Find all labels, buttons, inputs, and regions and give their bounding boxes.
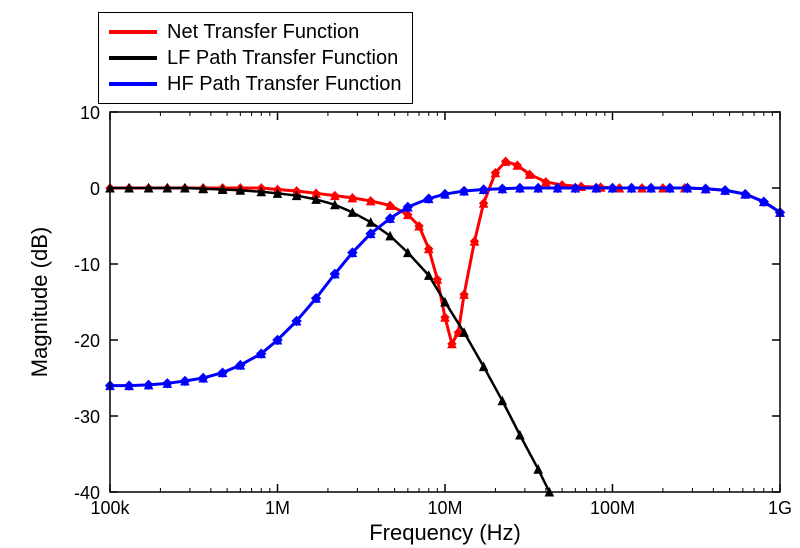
plot-area: [110, 112, 780, 492]
legend-item: HF Path Transfer Function: [109, 71, 402, 97]
tick-label: 100M: [590, 498, 635, 519]
plot-svg: [110, 112, 780, 492]
tick-label: -40: [74, 483, 100, 504]
legend-label: HF Path Transfer Function: [167, 71, 402, 97]
legend-swatch: [109, 30, 157, 34]
tick-label: -30: [74, 407, 100, 428]
legend-item: LF Path Transfer Function: [109, 45, 402, 71]
tick-label: 10: [80, 103, 100, 124]
legend-label: Net Transfer Function: [167, 19, 359, 45]
transfer-function-chart: Frequency (Hz) Magnitude (dB) 100k1M10M1…: [0, 0, 800, 548]
tick-label: 1G: [768, 498, 792, 519]
tick-label: -10: [74, 255, 100, 276]
legend-swatch: [109, 56, 157, 60]
tick-label: -20: [74, 331, 100, 352]
legend: Net Transfer FunctionLF Path Transfer Fu…: [98, 12, 413, 104]
legend-swatch: [109, 82, 157, 86]
tick-label: 0: [90, 179, 100, 200]
x-axis-label: Frequency (Hz): [369, 520, 521, 546]
tick-label: 10M: [427, 498, 462, 519]
legend-item: Net Transfer Function: [109, 19, 402, 45]
legend-label: LF Path Transfer Function: [167, 45, 398, 71]
tick-label: 1M: [265, 498, 290, 519]
y-axis-label: Magnitude (dB): [27, 227, 53, 377]
